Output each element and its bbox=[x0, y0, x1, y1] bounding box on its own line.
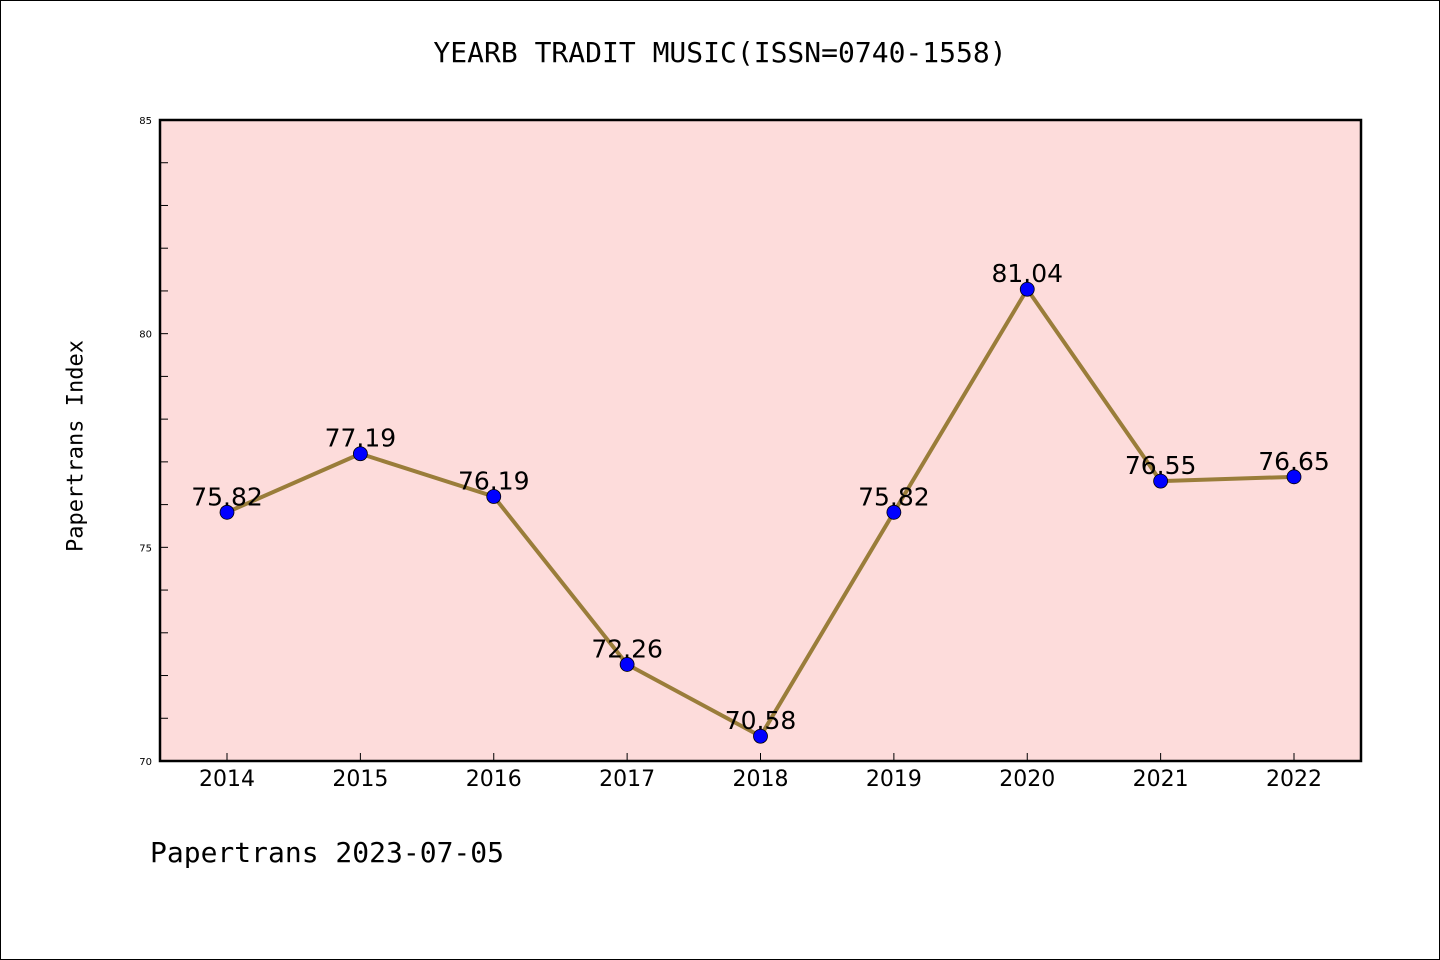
y-tick-label: 85 bbox=[139, 116, 152, 127]
x-tick-label: 2019 bbox=[866, 767, 922, 792]
footer-date: Papertrans 2023-07-05 bbox=[150, 836, 505, 869]
x-tick-label: 2016 bbox=[466, 767, 522, 792]
plot-border bbox=[158, 118, 1363, 763]
chart-title: YEARB TRADIT MUSIC(ISSN=0740-1558) bbox=[433, 36, 1007, 69]
y-tick-label: 75 bbox=[139, 543, 152, 554]
data-label: 77.19 bbox=[325, 424, 397, 453]
y-tick-label: 80 bbox=[139, 330, 152, 341]
data-label: 76.55 bbox=[1125, 451, 1197, 480]
data-point bbox=[619, 657, 635, 672]
data-point bbox=[886, 504, 902, 520]
x-tick-label: 2020 bbox=[999, 767, 1055, 792]
x-tick-label: 2021 bbox=[1133, 767, 1189, 792]
x-tick-label: 2017 bbox=[599, 767, 655, 792]
plot-area bbox=[160, 120, 1361, 761]
data-point bbox=[219, 504, 235, 520]
data-label: 75.82 bbox=[191, 482, 263, 511]
data-point bbox=[352, 446, 368, 462]
x-tick-label: 2022 bbox=[1266, 767, 1322, 792]
data-label: 75.82 bbox=[858, 482, 930, 511]
data-label: 70.58 bbox=[725, 706, 797, 735]
data-point bbox=[1286, 469, 1302, 485]
data-point bbox=[753, 728, 768, 744]
x-tick-label: 2018 bbox=[733, 767, 789, 792]
data-point bbox=[486, 489, 502, 504]
data-label: 76.65 bbox=[1258, 447, 1330, 476]
x-tick-label: 2014 bbox=[199, 767, 255, 792]
data-label: 72.26 bbox=[591, 634, 663, 663]
data-label: 76.19 bbox=[458, 466, 530, 495]
data-point bbox=[1153, 473, 1169, 489]
y-tick-label: 70 bbox=[139, 757, 152, 768]
data-point bbox=[1019, 281, 1035, 297]
x-tick-label: 2015 bbox=[332, 767, 388, 792]
data-label: 81.04 bbox=[991, 259, 1063, 288]
